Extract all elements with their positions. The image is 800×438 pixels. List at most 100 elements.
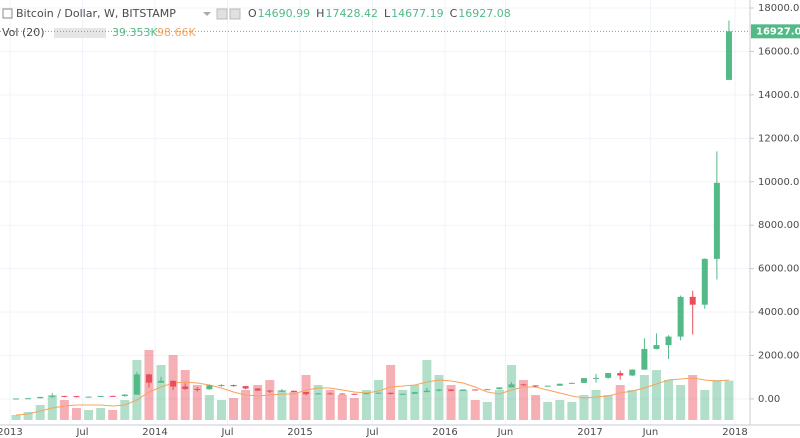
candle-body — [701, 258, 708, 305]
candle-body — [37, 396, 44, 399]
candle-body — [170, 380, 177, 387]
y-tick-label: 16000.00 — [758, 46, 800, 57]
ohlc-prefix: C — [450, 7, 458, 20]
axes: 0.00 2000.00 4000.00 6000.00 8000.00 10000.00… — [0, 3, 800, 438]
volume-bar — [555, 400, 565, 420]
candle-body — [484, 389, 491, 391]
candle-body — [49, 395, 56, 397]
volume-bar — [543, 402, 553, 420]
volume-bar — [603, 395, 613, 420]
candle-body — [423, 390, 430, 393]
volume-ma-value: 98.66K — [157, 26, 196, 39]
candle-body — [460, 389, 467, 391]
volume-bar — [156, 365, 166, 420]
candle-body — [158, 380, 165, 383]
ohlc-value: 17428.42 — [325, 7, 378, 20]
candle-body — [206, 385, 213, 390]
candle-body — [339, 393, 346, 395]
dropdown-icon[interactable] — [203, 12, 211, 16]
y-tick-label: 4000.00 — [758, 307, 799, 318]
candle-body — [109, 395, 116, 397]
candle-body — [363, 393, 370, 395]
volume-bar — [108, 410, 118, 420]
candle-body — [411, 392, 418, 394]
y-tick-label: 8000.00 — [758, 220, 799, 231]
candle-body — [290, 390, 297, 392]
ohlc-prefix: H — [316, 7, 324, 20]
volume-bar — [313, 385, 323, 420]
volume-bar — [531, 395, 541, 420]
candle-body — [448, 389, 455, 391]
candle-body — [665, 336, 672, 346]
ohlc-value: 16927.08 — [458, 7, 511, 20]
candle-body — [496, 387, 503, 390]
volume-bar — [519, 380, 529, 420]
candle-body — [254, 388, 261, 391]
ohlc-value: 14690.99 — [258, 7, 311, 20]
volume-icons[interactable] — [54, 28, 106, 38]
collapse-icon[interactable] — [2, 8, 13, 19]
volume-bar — [325, 390, 335, 420]
volume-bar — [96, 408, 106, 420]
volume-bar — [301, 375, 311, 420]
volume-bar — [506, 365, 516, 420]
ohlc-prefix: O — [248, 7, 257, 20]
volume-title: Vol (20) — [2, 26, 45, 39]
candle-body — [97, 395, 104, 397]
grid — [0, 0, 750, 425]
volume-bar — [567, 402, 577, 420]
candle-body — [230, 385, 237, 387]
volume-bar — [627, 390, 637, 420]
volume-bar — [289, 392, 299, 420]
volume-bar — [59, 400, 69, 420]
volume-bar — [688, 375, 698, 420]
settings-icon[interactable] — [216, 8, 228, 20]
candle-body — [568, 382, 575, 384]
close-icon[interactable] — [229, 8, 241, 20]
x-tick-label: Jun — [642, 427, 659, 438]
candle-body — [653, 345, 660, 349]
volume-bar — [349, 398, 359, 420]
volume-bar — [410, 385, 420, 420]
x-tick-label: 2015 — [287, 427, 312, 438]
candle-body — [73, 396, 80, 398]
candle-body — [605, 373, 612, 378]
candle-body — [25, 398, 32, 400]
y-tick-label: 18000.00 — [758, 3, 800, 14]
candle-body — [145, 374, 152, 383]
volume-bar — [700, 390, 710, 420]
volume-bar — [84, 410, 94, 420]
volume-bar — [386, 365, 396, 420]
volume-bar — [446, 385, 456, 420]
volume-ma-line — [16, 377, 729, 416]
x-tick-label: Jul — [365, 427, 378, 438]
symbol-title: Bitcoin / Dollar, W, BITSTAMP — [16, 7, 176, 20]
y-tick-label: 2000.00 — [758, 351, 799, 362]
candle-body — [182, 386, 189, 389]
candle-body — [580, 378, 587, 383]
candle-body — [677, 296, 684, 337]
volume-bar — [664, 380, 674, 420]
x-tick-label: 2017 — [577, 427, 602, 438]
volume-bar — [265, 380, 275, 420]
volume-bar — [337, 395, 347, 420]
candle-body — [641, 348, 648, 370]
y-tick-label: 12000.00 — [758, 133, 800, 144]
ohlc-prefix: L — [384, 7, 391, 20]
volume-bar — [204, 395, 214, 420]
candle-body — [725, 31, 732, 80]
volume-bar — [253, 385, 263, 420]
candle-body — [266, 390, 273, 392]
candle-body — [218, 385, 225, 387]
volume-bar — [470, 400, 480, 420]
volume-bar — [615, 385, 625, 420]
candle-body — [133, 374, 140, 395]
y-tick-label: 6000.00 — [758, 264, 799, 275]
candle-body — [13, 398, 20, 400]
volume-bar — [434, 375, 444, 420]
volume-value: 39.353K — [112, 26, 158, 39]
volume-bar — [398, 390, 408, 420]
candle-body — [387, 392, 394, 394]
volume-bar — [482, 402, 492, 420]
